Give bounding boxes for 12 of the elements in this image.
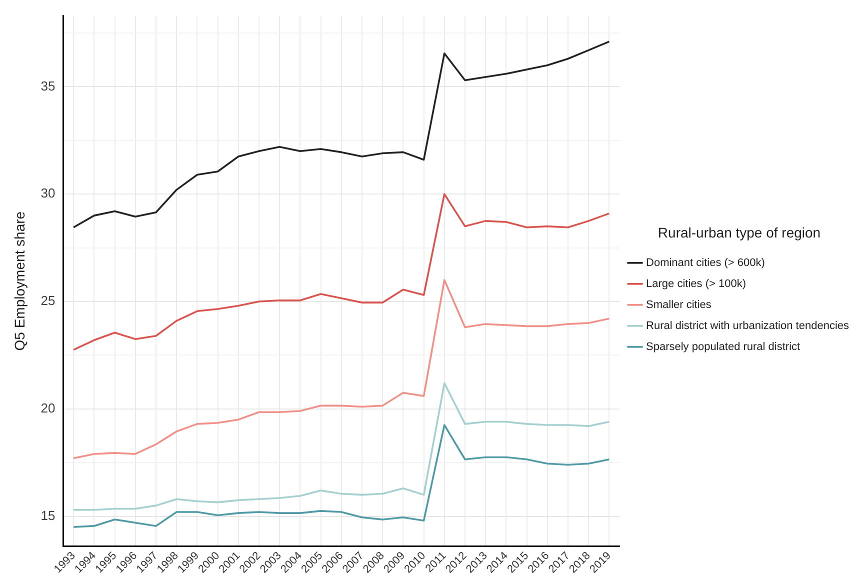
legend-title: Rural-urban type of region: [658, 224, 821, 240]
legend-label: Dominant cities (> 600k): [646, 256, 765, 269]
y-tick-label: 20: [40, 400, 56, 416]
y-tick-label: 35: [40, 78, 56, 94]
legend-label: Large cities (> 100k): [646, 278, 746, 290]
legend-label: Smaller cities: [646, 298, 712, 311]
y-tick-label: 30: [40, 186, 56, 201]
y-tick-label: 15: [40, 508, 56, 523]
legend-label: Rural district with urbanization tendencies: [646, 320, 850, 332]
legend-label: Sparsely populated rural district: [646, 340, 800, 353]
y-axis-title: Q5 Employment share: [11, 211, 28, 351]
y-tick-label: 25: [40, 293, 56, 308]
